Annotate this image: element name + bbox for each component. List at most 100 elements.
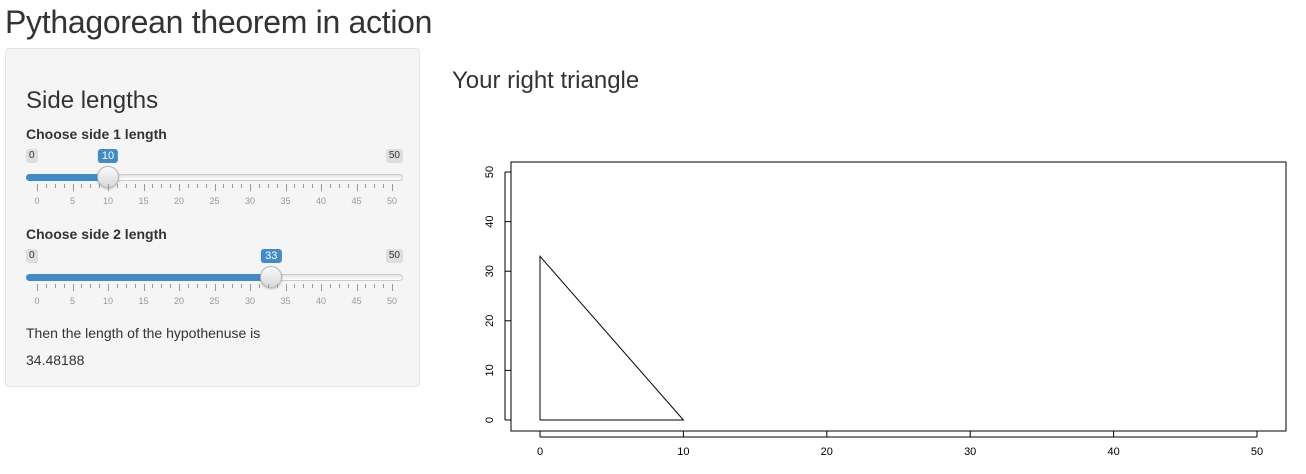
side1-max-label: 50 bbox=[385, 149, 403, 163]
slider-minor-tick bbox=[116, 284, 118, 288]
y-tick-label: 50 bbox=[484, 166, 496, 178]
slider-minor-tick bbox=[294, 284, 296, 288]
y-tick-label: 40 bbox=[484, 215, 496, 227]
slider-minor-tick bbox=[232, 184, 234, 188]
slider-minor-tick bbox=[276, 184, 278, 188]
page-title: Pythagorean theorem in action bbox=[5, 4, 433, 40]
slider-minor-tick bbox=[374, 184, 376, 188]
side2-label: Choose side 2 length bbox=[26, 226, 167, 242]
slider-major-tick bbox=[321, 184, 322, 191]
slider-minor-tick bbox=[232, 284, 234, 288]
slider-tick-label: 25 bbox=[209, 296, 220, 306]
y-tick-label: 10 bbox=[484, 364, 496, 376]
slider-minor-tick bbox=[205, 284, 207, 288]
slider-tick-label: 0 bbox=[34, 196, 40, 206]
y-tick-label: 20 bbox=[484, 315, 496, 327]
slider-tick-label: 45 bbox=[351, 296, 362, 306]
slider-minor-tick bbox=[347, 184, 349, 188]
slider-minor-tick bbox=[338, 184, 340, 188]
slider-tick-label: 35 bbox=[280, 296, 291, 306]
slider-tick-label: 25 bbox=[209, 196, 220, 206]
slider-major-tick bbox=[356, 184, 358, 191]
y-tick-label: 30 bbox=[484, 265, 496, 277]
slider-minor-tick bbox=[267, 184, 269, 188]
slider-tick-label: 5 bbox=[69, 296, 76, 306]
slider-minor-tick bbox=[170, 184, 172, 188]
slider-minor-tick bbox=[187, 184, 189, 188]
triangle-line bbox=[539, 254, 685, 421]
slider-tick-label: 5 bbox=[69, 196, 76, 206]
side2-slider[interactable]: 0 50 33 0 5 10 15 20 25 30 35 40 45 50 bbox=[26, 249, 403, 309]
slider-minor-tick bbox=[125, 184, 127, 188]
slider-minor-tick bbox=[134, 184, 136, 188]
slider-minor-tick bbox=[152, 284, 154, 288]
slider-minor-tick bbox=[125, 284, 127, 288]
x-tick-label: 40 bbox=[1107, 446, 1119, 458]
slider-major-tick bbox=[179, 184, 180, 191]
slider-major-tick bbox=[250, 284, 251, 291]
slider-tick-label: 10 bbox=[102, 196, 114, 206]
slider-minor-tick bbox=[90, 184, 92, 188]
slider-minor-tick bbox=[81, 184, 83, 188]
slider-minor-tick bbox=[365, 284, 367, 288]
plot-box bbox=[510, 161, 1287, 432]
side2-handle[interactable] bbox=[260, 266, 283, 288]
side2-max-label: 50 bbox=[385, 249, 403, 263]
side1-min-label: 0 bbox=[26, 149, 38, 163]
slider-minor-tick bbox=[338, 284, 340, 288]
slider-minor-tick bbox=[329, 284, 331, 288]
y-tick-label: 0 bbox=[484, 417, 496, 423]
slider-minor-tick bbox=[258, 184, 260, 188]
x-tick-label: 50 bbox=[1251, 446, 1263, 458]
sidebar-heading: Side lengths bbox=[26, 87, 159, 114]
slider-minor-tick bbox=[161, 184, 163, 188]
slider-minor-tick bbox=[258, 284, 260, 288]
slider-minor-tick bbox=[196, 184, 198, 188]
slider-major-tick bbox=[356, 284, 358, 291]
slider-major-tick bbox=[179, 284, 180, 291]
slider-major-tick bbox=[214, 184, 216, 191]
slider-tick-label: 50 bbox=[386, 196, 398, 206]
slider-minor-tick bbox=[63, 184, 65, 188]
slider-minor-tick bbox=[241, 184, 243, 188]
main-heading: Your right triangle bbox=[452, 67, 640, 94]
slider-minor-tick bbox=[116, 184, 118, 188]
slider-minor-tick bbox=[276, 284, 278, 288]
slider-minor-tick bbox=[347, 284, 349, 288]
slider-minor-tick bbox=[196, 284, 198, 288]
slider-major-tick bbox=[37, 184, 38, 191]
x-tick-label: 30 bbox=[964, 446, 976, 458]
slider-minor-tick bbox=[312, 284, 314, 288]
slider-minor-tick bbox=[99, 184, 101, 188]
slider-major-tick bbox=[143, 284, 145, 291]
slider-minor-tick bbox=[303, 284, 305, 288]
slider-major-tick bbox=[143, 184, 145, 191]
slider-major-tick bbox=[321, 284, 322, 291]
slider-minor-tick bbox=[134, 284, 136, 288]
x-tick-label: 20 bbox=[821, 446, 833, 458]
slider-tick-label: 45 bbox=[351, 196, 362, 206]
sidebar-panel: Side lengths Choose side 1 length 0 50 1… bbox=[5, 48, 420, 387]
hypotenuse-value: 34.48188 bbox=[26, 352, 85, 368]
slider-tick-label: 35 bbox=[280, 196, 291, 206]
slider-major-tick bbox=[214, 284, 216, 291]
slider-major-tick bbox=[285, 184, 287, 191]
hypotenuse-label: Then the length of the hypothenuse is bbox=[26, 325, 261, 341]
slider-minor-tick bbox=[383, 184, 385, 188]
slider-major-tick bbox=[72, 184, 74, 191]
side1-slider[interactable]: 0 50 10 0 5 10 15 20 25 30 35 40 45 50 bbox=[26, 149, 403, 209]
slider-tick-label: 40 bbox=[315, 296, 327, 306]
slider-tick-label: 30 bbox=[244, 296, 256, 306]
side1-fill bbox=[26, 174, 108, 181]
slider-major-tick bbox=[108, 184, 109, 191]
side1-label: Choose side 1 length bbox=[26, 126, 167, 142]
side1-value-badge: 10 bbox=[97, 149, 119, 163]
slider-tick-label: 15 bbox=[138, 196, 149, 206]
slider-minor-tick bbox=[161, 284, 163, 288]
slider-major-tick bbox=[108, 284, 109, 291]
slider-major-tick bbox=[285, 284, 287, 291]
slider-minor-tick bbox=[241, 284, 243, 288]
slider-minor-tick bbox=[54, 184, 56, 188]
slider-minor-tick bbox=[54, 284, 56, 288]
slider-tick-label: 10 bbox=[102, 296, 114, 306]
